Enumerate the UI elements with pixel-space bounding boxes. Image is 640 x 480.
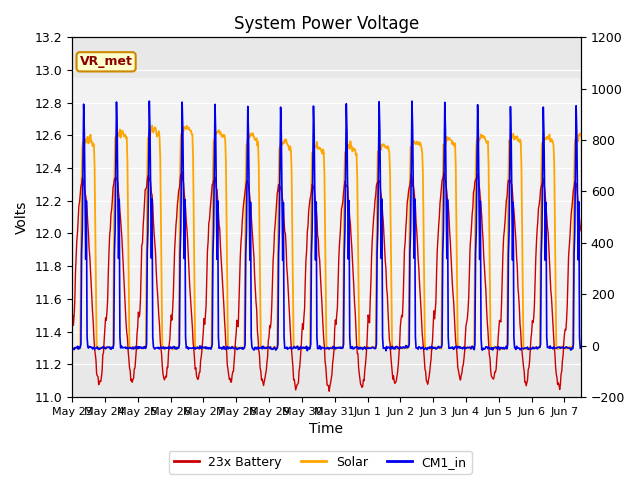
Text: VR_met: VR_met: [79, 55, 132, 68]
Y-axis label: Volts: Volts: [15, 201, 29, 234]
Title: System Power Voltage: System Power Voltage: [234, 15, 419, 33]
Legend: 23x Battery, Solar, CM1_in: 23x Battery, Solar, CM1_in: [168, 451, 472, 474]
Bar: [72, 78, 581, 348]
X-axis label: Time: Time: [310, 422, 344, 436]
